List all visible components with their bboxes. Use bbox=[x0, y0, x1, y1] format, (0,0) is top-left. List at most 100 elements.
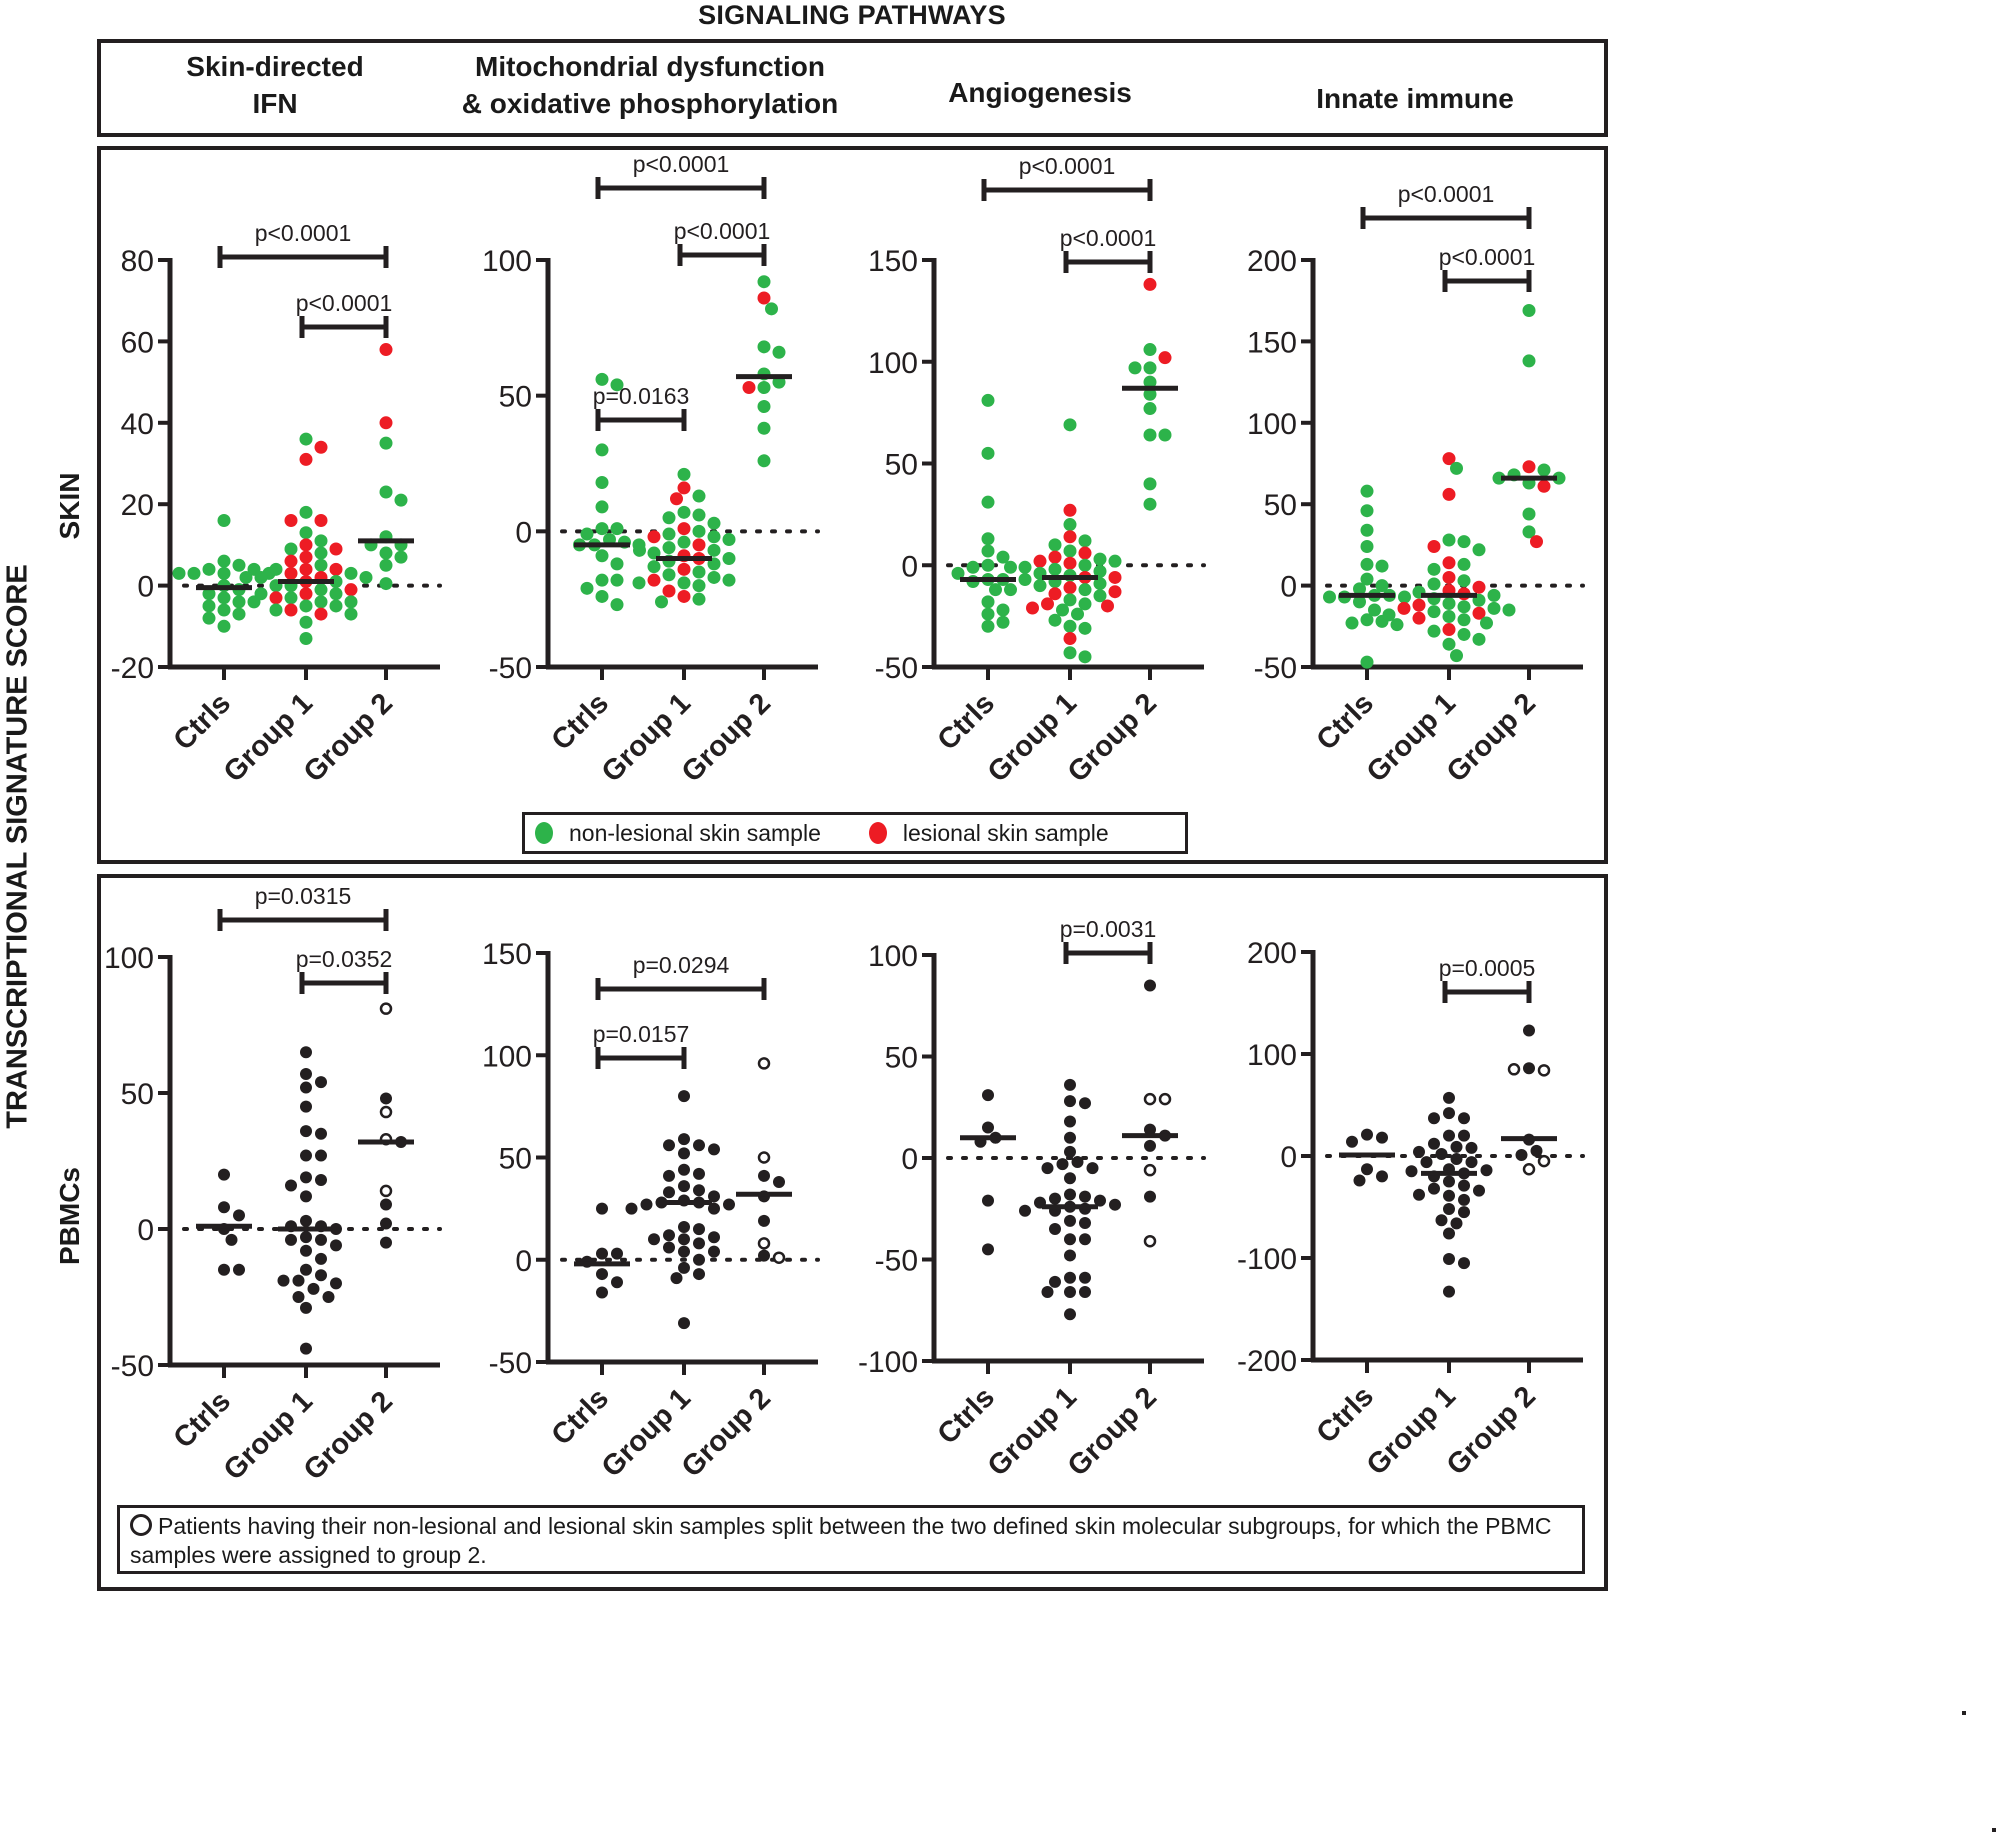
non-lesional-point bbox=[217, 591, 231, 605]
pbmc-point bbox=[1049, 1275, 1061, 1288]
non-lesional-point bbox=[217, 619, 231, 633]
non-lesional-point bbox=[692, 565, 706, 579]
non-lesional-point bbox=[299, 632, 313, 646]
split-patient-open-point bbox=[1143, 1234, 1157, 1248]
y-tick-label: 200 bbox=[1247, 937, 1297, 970]
pbmc-point bbox=[300, 1231, 312, 1244]
non-lesional-point bbox=[379, 546, 393, 560]
pbmc-point bbox=[670, 1272, 683, 1285]
legend: non-lesional skin sample lesional skin s… bbox=[522, 812, 1188, 854]
non-lesional-point bbox=[187, 566, 201, 580]
pbmc-point bbox=[380, 1198, 392, 1211]
y-tick-label: -100 bbox=[1237, 1243, 1297, 1276]
pbmc-point bbox=[300, 1301, 312, 1314]
pbmc-point bbox=[315, 1174, 327, 1187]
pathway-header-line2: & oxidative phosphorylation bbox=[461, 88, 839, 119]
pbmc-point bbox=[218, 1263, 230, 1276]
lesional-point bbox=[1063, 530, 1077, 544]
non-lesional-point bbox=[1472, 632, 1486, 646]
pbmc-point bbox=[982, 1089, 994, 1102]
non-lesional-point bbox=[359, 570, 373, 584]
pathway-header-line1: Angiogenesis bbox=[948, 77, 1132, 108]
non-lesional-point bbox=[981, 446, 995, 460]
pbmc-point bbox=[1458, 1112, 1470, 1125]
pbmc-point bbox=[1458, 1129, 1470, 1142]
pbmc-point bbox=[596, 1286, 608, 1299]
non-lesional-point bbox=[1093, 552, 1107, 566]
non-lesional-point bbox=[580, 581, 594, 595]
y-tick-label: 20 bbox=[121, 489, 154, 522]
p-value-label: p<0.0001 bbox=[1398, 181, 1495, 207]
pbmc-point bbox=[708, 1202, 720, 1215]
lesional-point bbox=[314, 607, 328, 621]
non-lesional-point bbox=[772, 345, 786, 359]
lesional-point bbox=[1530, 535, 1543, 549]
pbmc-point bbox=[1079, 1097, 1091, 1110]
x-tick-label: Group 2 bbox=[298, 687, 399, 788]
pbmc-point bbox=[300, 1100, 312, 1113]
lesional-point bbox=[379, 416, 393, 430]
p-value-label: p<0.0001 bbox=[674, 218, 771, 244]
pbmc-point bbox=[285, 1179, 297, 1192]
non-lesional-point bbox=[1382, 608, 1396, 622]
pbmc-point bbox=[693, 1139, 705, 1152]
non-lesional-point bbox=[989, 583, 1002, 597]
non-lesional-point bbox=[757, 275, 771, 289]
non-lesional-point bbox=[1450, 461, 1463, 475]
lesional-point bbox=[1048, 587, 1062, 601]
non-lesional-point bbox=[344, 607, 358, 621]
pbmc-point bbox=[380, 1236, 392, 1249]
non-lesional-point bbox=[172, 566, 186, 580]
x-tick-label: Ctrls bbox=[168, 687, 237, 756]
lesional-point bbox=[1472, 606, 1486, 620]
non-lesional-point bbox=[239, 570, 253, 584]
p-value-label: p<0.0001 bbox=[633, 151, 730, 177]
pbmc-point bbox=[1353, 1174, 1366, 1187]
non-lesional-point bbox=[394, 550, 408, 564]
lesional-point bbox=[1522, 460, 1536, 474]
lesional-point bbox=[379, 343, 393, 357]
lesional-point bbox=[1048, 550, 1062, 564]
lesional-point bbox=[1063, 503, 1077, 517]
non-lesional-point bbox=[202, 611, 216, 625]
pbmc-point bbox=[1465, 1156, 1478, 1169]
pbmc-point bbox=[1049, 1192, 1061, 1205]
lesional-point bbox=[314, 513, 328, 527]
non-lesional-point bbox=[1487, 588, 1501, 602]
pbmc-point bbox=[611, 1247, 623, 1260]
non-lesional-point bbox=[610, 522, 624, 536]
pbmc-point bbox=[300, 1081, 312, 1094]
x-tick-label: Ctrls bbox=[1311, 687, 1380, 756]
non-lesional-point bbox=[314, 534, 328, 548]
non-lesional-point bbox=[677, 576, 691, 590]
non-lesional-point bbox=[1427, 562, 1441, 576]
pbmc-point bbox=[982, 1243, 994, 1256]
pbmc-point bbox=[708, 1190, 720, 1203]
non-lesional-point bbox=[202, 599, 216, 613]
pbmc-point bbox=[1079, 1233, 1091, 1246]
non-lesional-point bbox=[1398, 590, 1411, 604]
non-lesional-point bbox=[1128, 361, 1142, 375]
x-tick-label: Group 2 bbox=[676, 1382, 777, 1483]
non-lesional-point bbox=[757, 400, 771, 414]
pbmc-point bbox=[300, 1342, 312, 1355]
p-value-label: p<0.0001 bbox=[1439, 244, 1536, 270]
pbmc-point bbox=[1109, 1198, 1121, 1211]
non-lesional-point bbox=[757, 381, 771, 395]
pbmc-point bbox=[1144, 1123, 1156, 1136]
lesional-point bbox=[670, 492, 683, 506]
non-lesional-point bbox=[580, 527, 594, 541]
x-tick-label: Group 2 bbox=[298, 1385, 399, 1486]
pbmc-point bbox=[1079, 1216, 1091, 1229]
pathway-header-line1: Innate immune bbox=[1316, 83, 1514, 114]
pbmc-point bbox=[758, 1249, 770, 1262]
lesional-point bbox=[344, 583, 358, 597]
pbmc-point bbox=[1450, 1217, 1463, 1230]
non-lesional-point bbox=[1078, 621, 1092, 635]
y-tick-label: 50 bbox=[1264, 489, 1297, 522]
pbmc-point bbox=[1450, 1140, 1463, 1153]
lesional-point bbox=[1158, 351, 1172, 365]
pbmc-point bbox=[218, 1168, 230, 1181]
non-lesional-point bbox=[707, 530, 721, 544]
y-tick-label: -50 bbox=[875, 652, 918, 685]
